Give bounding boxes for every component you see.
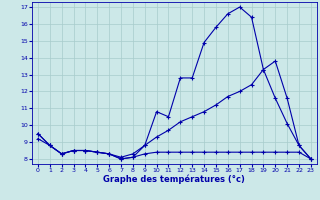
X-axis label: Graphe des températures (°c): Graphe des températures (°c) <box>103 175 245 184</box>
